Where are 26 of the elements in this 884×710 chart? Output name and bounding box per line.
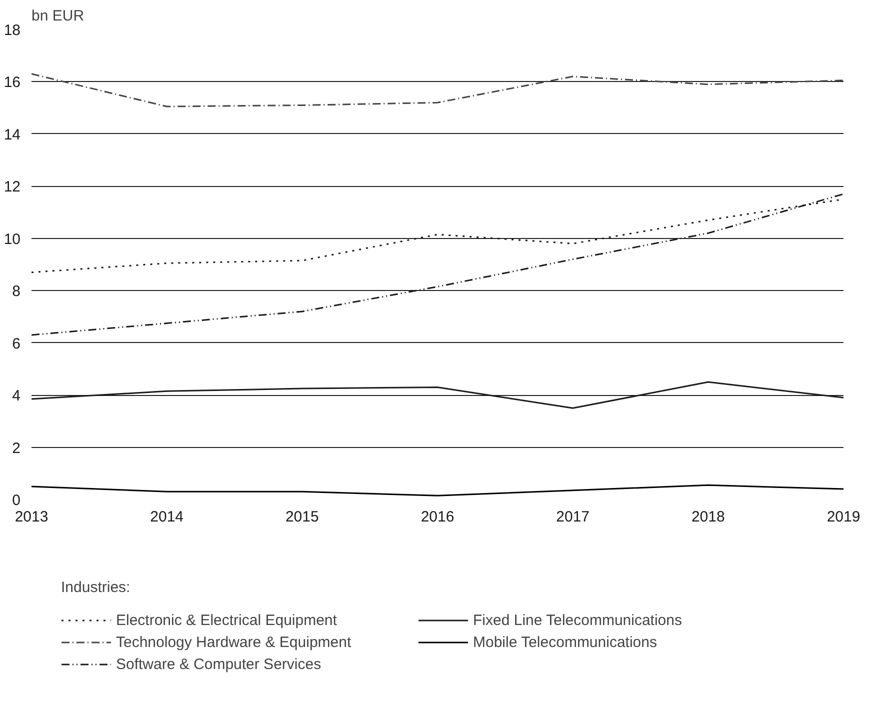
y-axis-title: bn EUR xyxy=(32,8,84,24)
y-tick-label: 4 xyxy=(12,388,20,405)
y-tick-label: 18 xyxy=(4,22,21,39)
legend-label: Mobile Telecommunications xyxy=(473,634,658,650)
y-tick-label: 10 xyxy=(4,230,21,248)
legend-label: Technology Hardware & Equipment xyxy=(116,634,352,650)
y-tick-label: 12 xyxy=(4,178,21,196)
x-tick-label: 2013 xyxy=(14,508,48,526)
y-tick-label: 14 xyxy=(4,126,21,144)
legend-label: Electronic & Electrical Equipment xyxy=(116,612,338,628)
legend-label: Software & Computer Services xyxy=(116,656,322,672)
y-tick-label: 8 xyxy=(12,283,20,300)
x-tick-label: 2016 xyxy=(420,508,454,526)
legend-label: Fixed Line Telecommunications xyxy=(473,612,683,628)
x-tick-label: 2018 xyxy=(691,508,725,526)
x-tick-label: 2015 xyxy=(285,508,319,526)
line-series xyxy=(32,484,844,496)
y-tick-label: 0 xyxy=(12,492,20,509)
legend-title: Industries: xyxy=(61,579,132,596)
x-tick-label: 2019 xyxy=(826,508,860,526)
x-tick-label: 2017 xyxy=(556,508,590,526)
y-tick-label: 6 xyxy=(12,335,20,352)
line-series xyxy=(32,73,844,108)
y-tick-label: 2 xyxy=(12,440,20,457)
y-tick-label: 16 xyxy=(4,74,21,92)
x-tick-label: 2014 xyxy=(150,508,184,526)
